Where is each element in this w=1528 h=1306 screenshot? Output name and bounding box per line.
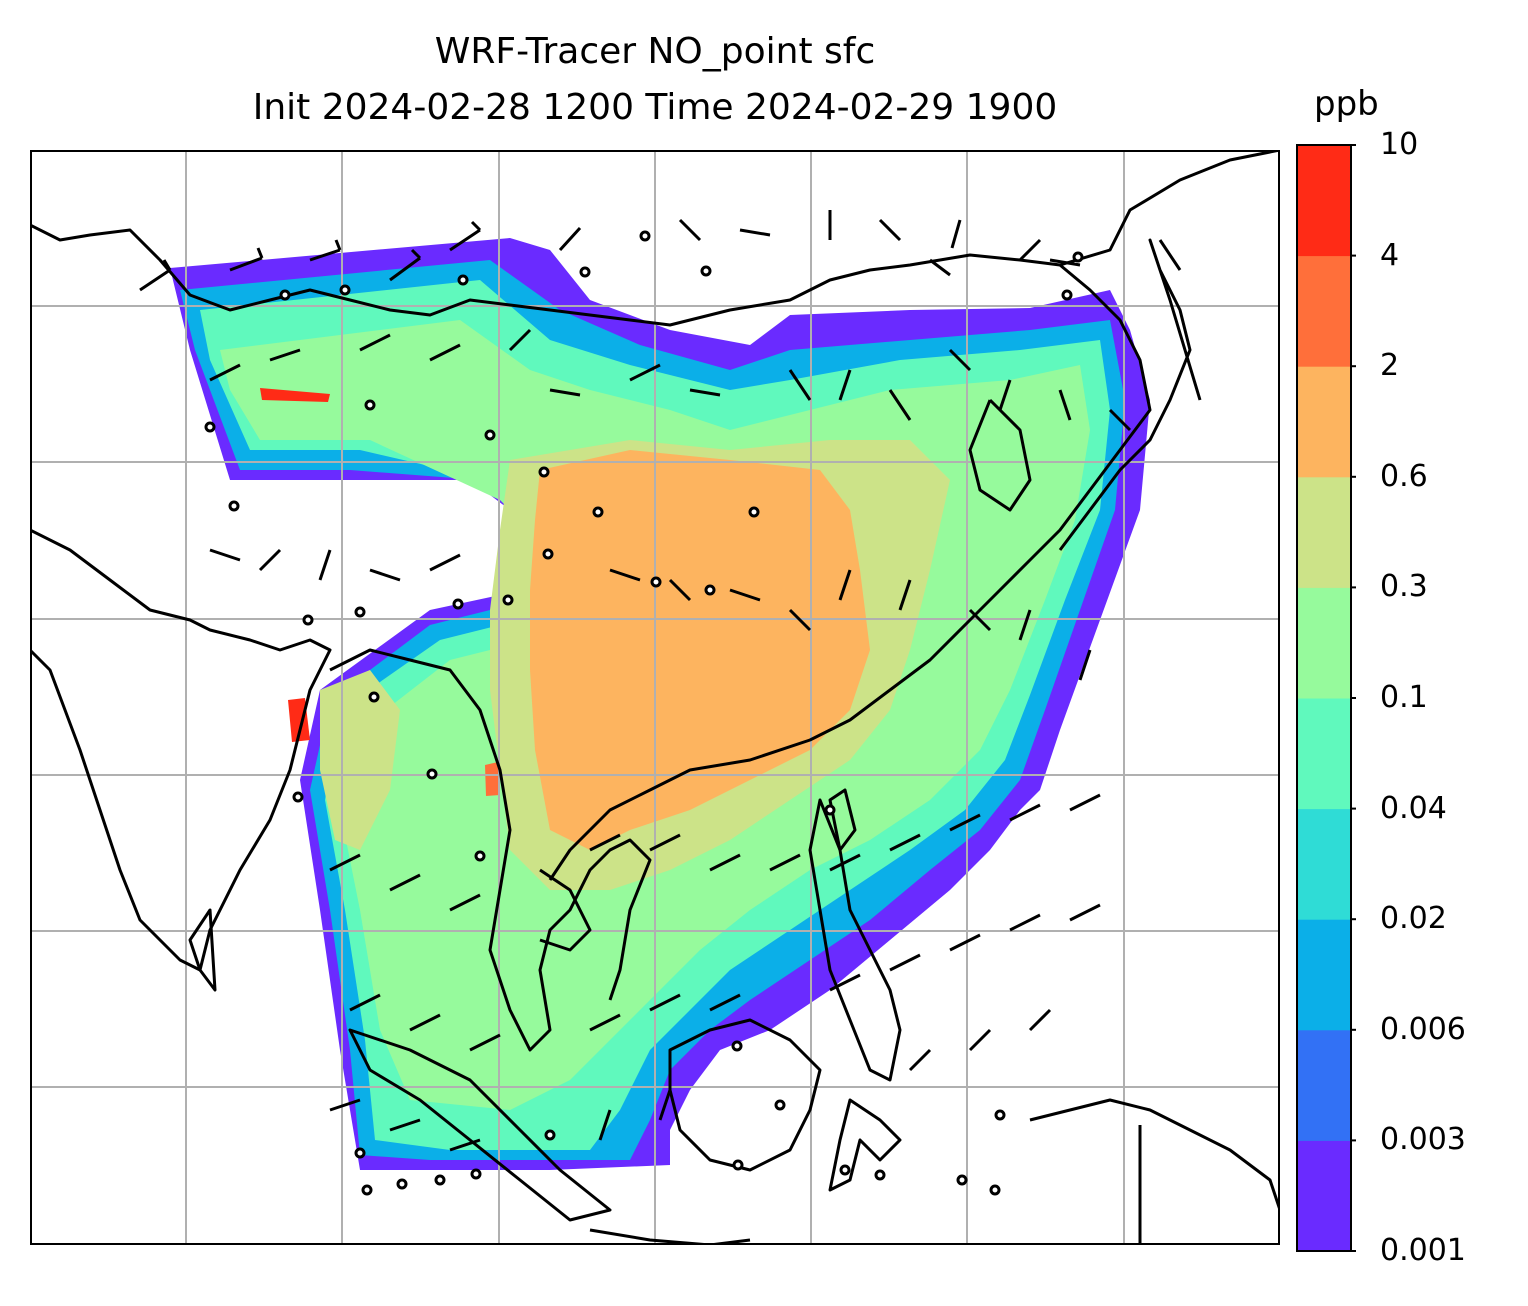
coast-gulf-thailand bbox=[539, 868, 592, 952]
coast-taiwan bbox=[828, 788, 857, 852]
colorbar-tick-label: 0.006 bbox=[1380, 1011, 1466, 1047]
tracer-map bbox=[30, 150, 1280, 1245]
colorbar-swatches bbox=[1297, 145, 1351, 1252]
coast-sulawesi bbox=[828, 1098, 902, 1192]
field-hotspot-3 bbox=[485, 762, 500, 796]
coast-philippines bbox=[808, 798, 902, 1082]
colorbar-tick-label: 0.1 bbox=[1380, 680, 1428, 715]
colorbar-swatch bbox=[1297, 1029, 1351, 1141]
chart-title-line-2: Init 2024-02-28 1200 Time 2024-02-29 190… bbox=[252, 87, 1058, 128]
colorbar-swatch bbox=[1297, 587, 1351, 699]
colorbar-swatch bbox=[1297, 698, 1351, 810]
coastlines bbox=[30, 150, 1280, 1245]
chart-title-line-1: WRF-Tracer NO_point sfc bbox=[434, 31, 876, 72]
colorbar bbox=[1296, 144, 1356, 1252]
colorbar-swatch bbox=[1297, 919, 1351, 1031]
coast-java bbox=[589, 1228, 751, 1245]
map-gridlines bbox=[30, 150, 1280, 1245]
colorbar-swatch bbox=[1297, 808, 1351, 920]
coast-sumatra bbox=[348, 1028, 612, 1222]
coast-china-east bbox=[548, 263, 1152, 881]
field-hotspot-1 bbox=[260, 388, 330, 402]
concentration-field bbox=[170, 238, 1150, 1170]
colorbar-tick-label: 0.3 bbox=[1380, 569, 1428, 605]
colorbar-swatch bbox=[1297, 1140, 1351, 1252]
coast-sri-lanka bbox=[188, 908, 217, 992]
colorbar-tick-label: 0.003 bbox=[1380, 1122, 1466, 1158]
coast-korea bbox=[968, 398, 1032, 512]
colorbar-tick-label: 0.02 bbox=[1380, 901, 1447, 937]
calm-markers bbox=[204, 230, 1084, 1196]
colorbar-ticks bbox=[1351, 144, 1356, 1252]
colorbar-tick-label: 0.001 bbox=[1380, 1233, 1466, 1268]
coast-borneo bbox=[668, 1018, 822, 1172]
colorbar-unit-label: ppb bbox=[1314, 84, 1379, 124]
coast-japan bbox=[1058, 238, 1202, 551]
colorbar-swatch bbox=[1297, 476, 1351, 588]
colorbar-tick-label: 0.04 bbox=[1380, 790, 1447, 826]
colorbar-tick-label: 0.6 bbox=[1380, 458, 1428, 494]
colorbar-tick-label: 4 bbox=[1380, 237, 1400, 273]
colorbar-tick-label: 10 bbox=[1380, 127, 1419, 162]
wind-barbs bbox=[139, 210, 1182, 1152]
colorbar-swatch bbox=[1297, 366, 1351, 478]
coast-indochina bbox=[329, 648, 652, 1052]
field-layer-2 bbox=[530, 450, 870, 850]
coast-new-guinea bbox=[1029, 1098, 1280, 1211]
colorbar-tick-label: 2 bbox=[1380, 348, 1400, 384]
coast-india bbox=[30, 528, 332, 972]
field-layer-coast-west bbox=[320, 670, 400, 850]
colorbar-swatch bbox=[1297, 145, 1351, 257]
colorbar-swatch bbox=[1297, 255, 1351, 367]
